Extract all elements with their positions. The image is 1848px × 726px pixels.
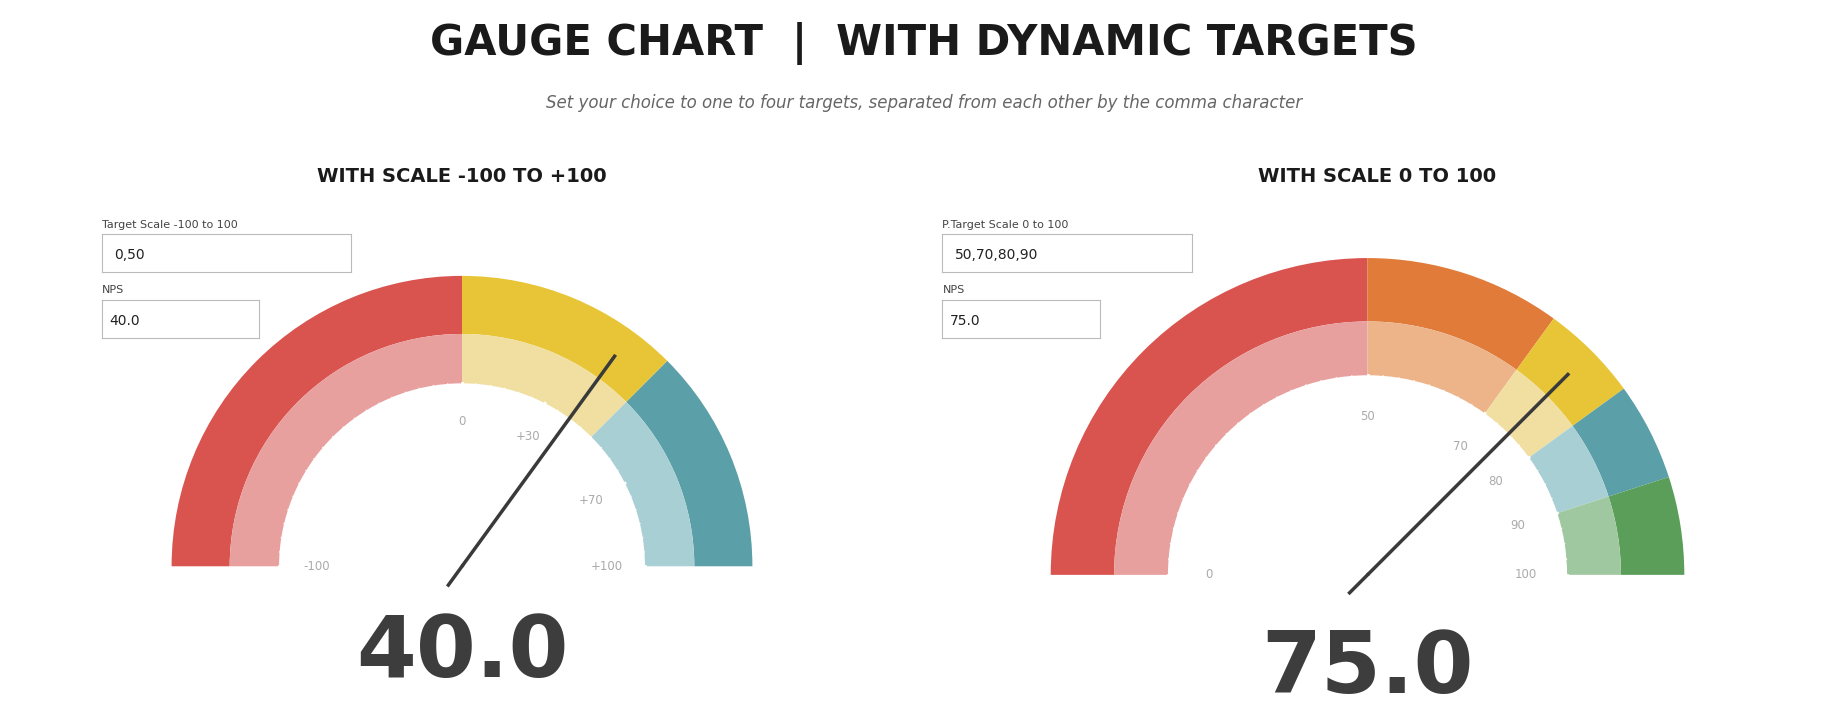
Text: 70: 70	[1453, 440, 1467, 453]
Text: Set your choice to one to four targets, separated from each other by the comma c: Set your choice to one to four targets, …	[545, 94, 1303, 113]
Wedge shape	[1528, 426, 1608, 513]
Text: 90: 90	[1510, 519, 1526, 532]
Text: 100: 100	[1515, 568, 1538, 582]
Text: NPS: NPS	[942, 285, 965, 295]
Wedge shape	[1484, 370, 1573, 457]
Wedge shape	[1368, 322, 1517, 413]
Wedge shape	[1517, 319, 1624, 426]
Text: Target Scale -100 to 100: Target Scale -100 to 100	[102, 220, 237, 230]
Text: P.Target Scale 0 to 100: P.Target Scale 0 to 100	[942, 220, 1068, 230]
Wedge shape	[1608, 477, 1684, 575]
Text: +100: +100	[591, 560, 623, 573]
Text: 50: 50	[1360, 410, 1375, 423]
Text: 40.0: 40.0	[109, 314, 140, 327]
Text: 80: 80	[1488, 476, 1502, 489]
Text: WITH SCALE 0 TO 100: WITH SCALE 0 TO 100	[1258, 167, 1495, 186]
Wedge shape	[1114, 322, 1368, 575]
Wedge shape	[229, 334, 462, 566]
Text: 0: 0	[1205, 568, 1212, 582]
Text: WITH SCALE -100 TO +100: WITH SCALE -100 TO +100	[318, 167, 606, 186]
Text: 0: 0	[458, 415, 466, 428]
Wedge shape	[1573, 388, 1669, 497]
Text: 75.0: 75.0	[1262, 629, 1473, 711]
Text: 50,70,80,90: 50,70,80,90	[955, 248, 1039, 262]
Text: +30: +30	[516, 431, 540, 444]
Text: 0,50: 0,50	[115, 248, 144, 262]
Wedge shape	[172, 276, 462, 566]
Text: +70: +70	[578, 494, 604, 507]
Wedge shape	[462, 276, 667, 402]
Wedge shape	[591, 402, 695, 566]
Text: NPS: NPS	[102, 285, 124, 295]
Wedge shape	[1558, 497, 1621, 575]
Text: GAUGE CHART  |  WITH DYNAMIC TARGETS: GAUGE CHART | WITH DYNAMIC TARGETS	[431, 22, 1417, 65]
Wedge shape	[626, 361, 752, 566]
Text: -100: -100	[303, 560, 331, 573]
Wedge shape	[1052, 258, 1368, 575]
Wedge shape	[462, 334, 626, 437]
Wedge shape	[1368, 258, 1554, 370]
Text: 75.0: 75.0	[950, 314, 981, 327]
Text: 40.0: 40.0	[357, 612, 567, 695]
